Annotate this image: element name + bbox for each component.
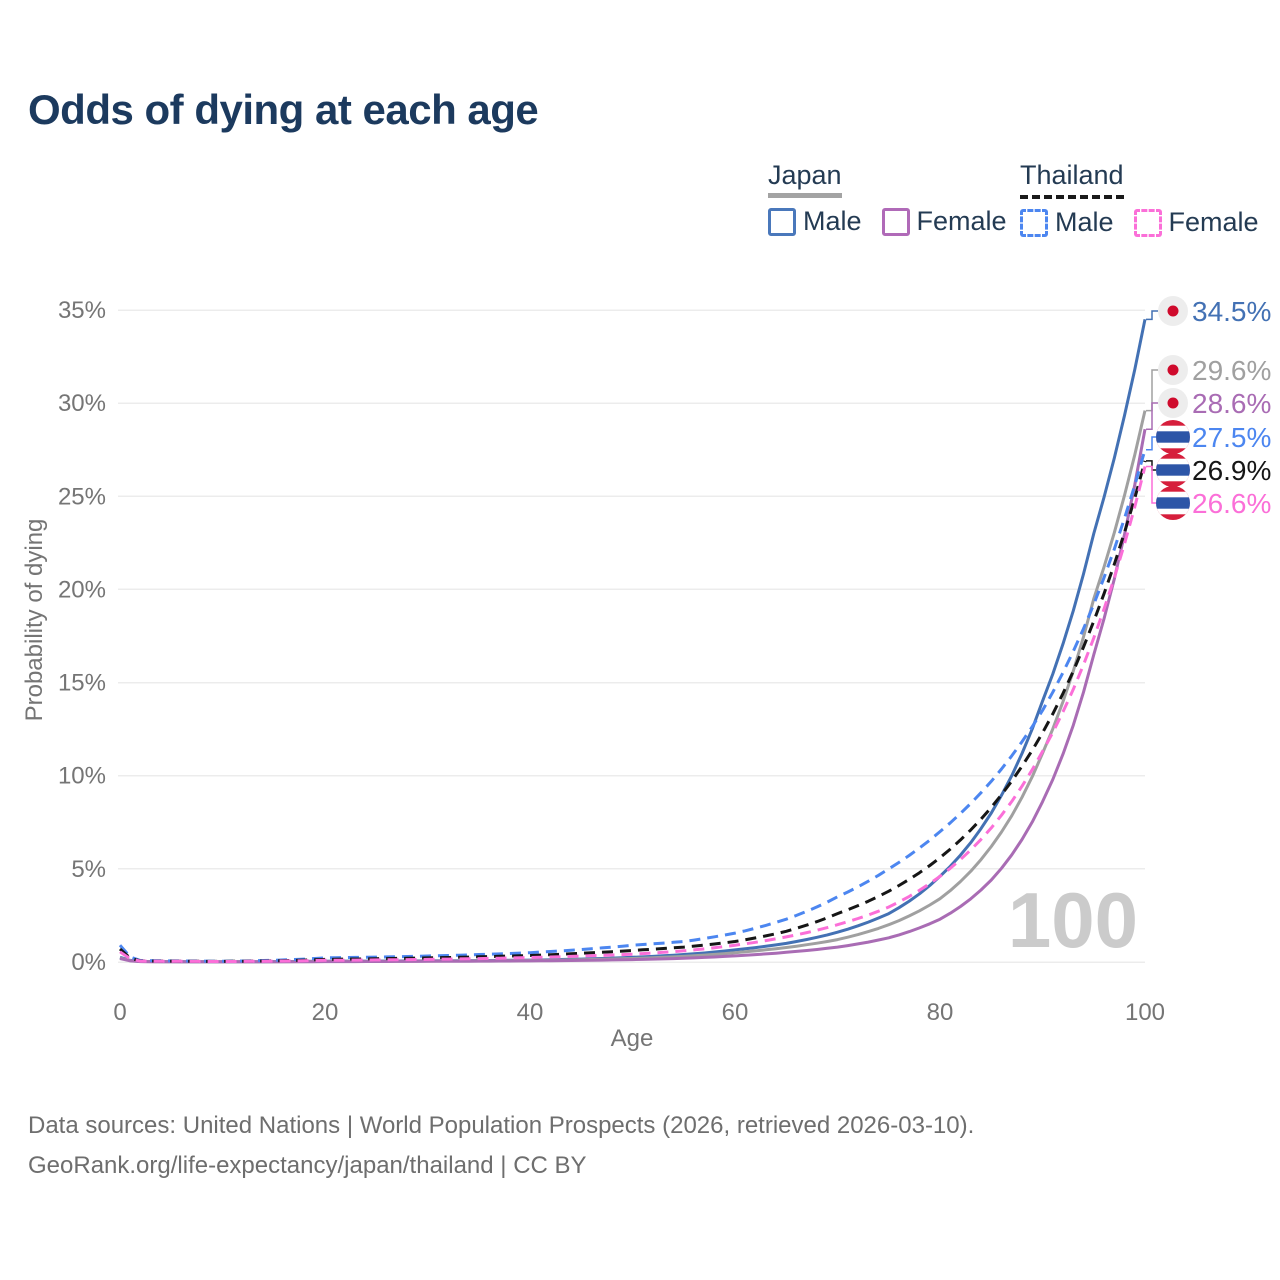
y-tick-5: 5% (71, 856, 106, 883)
y-tick-15: 15% (58, 670, 106, 697)
japan-male-checkbox[interactable] (768, 207, 796, 236)
x-axis-title: Age (611, 1025, 654, 1052)
y-tick-35: 35% (58, 297, 106, 324)
x-tick-40: 40 (517, 999, 544, 1026)
y-tick-10: 10% (58, 763, 106, 790)
x-tick-0: 0 (113, 999, 126, 1026)
series-lines (118, 319, 1147, 964)
legend-item-japan-male[interactable]: Male (768, 206, 862, 237)
thailand-both-flag-icon (1156, 453, 1190, 487)
line-thailand-both (119, 460, 1147, 963)
y-axis-title: Probability of dying (21, 519, 48, 722)
legend-thailand-header[interactable]: Thailand (1020, 160, 1279, 199)
legend-group-thailand: Thailand Male Female (1020, 160, 1279, 238)
thailand-male-end-label: 27.5% (1192, 422, 1271, 453)
thailand-both-end-label: 26.9% (1192, 455, 1271, 486)
thailand-both-label-connector (1146, 460, 1158, 471)
japan-female-label-connector (1146, 402, 1158, 430)
japan-male-label-connector (1146, 310, 1158, 321)
legend-thailand-row: Male Female (1020, 207, 1279, 238)
footer-data-sources: Data sources: United Nations | World Pop… (28, 1112, 975, 1139)
legend-thailand-header-label: Thailand (1020, 160, 1124, 199)
thailand-male-checkbox[interactable] (1020, 208, 1048, 237)
thailand-male-label-connector (1146, 436, 1158, 451)
x-tick-80: 80 (927, 999, 954, 1026)
japan-both-end-label: 29.6% (1192, 355, 1271, 386)
end-annotations: 34.5% 29.6%28.6%27.5%26.9%26.6% (1146, 296, 1271, 520)
japan-female-label: Female (916, 206, 1007, 236)
x-tick-60: 60 (722, 999, 749, 1026)
japan-female-end-label: 28.6% (1192, 388, 1271, 419)
legend-item-japan-female[interactable]: Female (881, 206, 1007, 237)
line-thailand-male (118, 449, 1147, 963)
japan-male-end-label: 34.5% (1192, 296, 1271, 327)
footer-attribution: GeoRank.org/life-expectancy/japan/thaila… (28, 1152, 587, 1179)
x-tick-100: 100 (1125, 999, 1165, 1026)
japan-male-flag-icon (1158, 296, 1188, 326)
japan-both-flag-icon (1158, 355, 1188, 385)
thailand-female-label: Female (1168, 207, 1259, 237)
legend-japan-header[interactable]: Japan (768, 160, 1027, 198)
japan-both-label-connector (1146, 369, 1158, 412)
legend-japan-row: Male Female (768, 206, 1027, 237)
japan-female-checkbox[interactable] (881, 207, 910, 236)
line-thailand-female (119, 466, 1147, 963)
line-japan-female (119, 428, 1147, 964)
japan-male-label: Male (803, 206, 862, 236)
page-title: Odds of dying at each age (28, 86, 539, 133)
line-japan-male (119, 319, 1147, 964)
legend-item-thailand-male[interactable]: Male (1020, 207, 1114, 238)
thailand-female-label-connector (1146, 465, 1158, 504)
thailand-male-label: Male (1055, 207, 1114, 237)
thailand-female-checkbox[interactable] (1133, 208, 1162, 237)
x-tick-20: 20 (312, 999, 339, 1026)
y-tick-20: 20% (58, 576, 106, 603)
age-frame-watermark: 100 (1008, 876, 1138, 964)
thailand-female-flag-icon (1156, 486, 1190, 520)
japan-female-flag-icon (1158, 388, 1188, 418)
y-tick-25: 25% (58, 483, 106, 510)
y-tick-30: 30% (58, 390, 106, 417)
thailand-male-flag-icon (1156, 420, 1190, 454)
y-tick-0: 0% (71, 949, 106, 976)
thailand-female-end-label: 26.6% (1192, 488, 1271, 519)
footer: Data sources: United Nations | World Pop… (28, 1106, 974, 1186)
legend-japan-header-label: Japan (768, 160, 842, 198)
legend-group-japan: Japan Male Female (768, 160, 1027, 237)
gridlines: 0% 5% 10% 15% 20% 25% 30% 35% 0 20 40 60 80 100 (58, 297, 1165, 1026)
legend-item-thailand-female[interactable]: Female (1133, 207, 1259, 238)
